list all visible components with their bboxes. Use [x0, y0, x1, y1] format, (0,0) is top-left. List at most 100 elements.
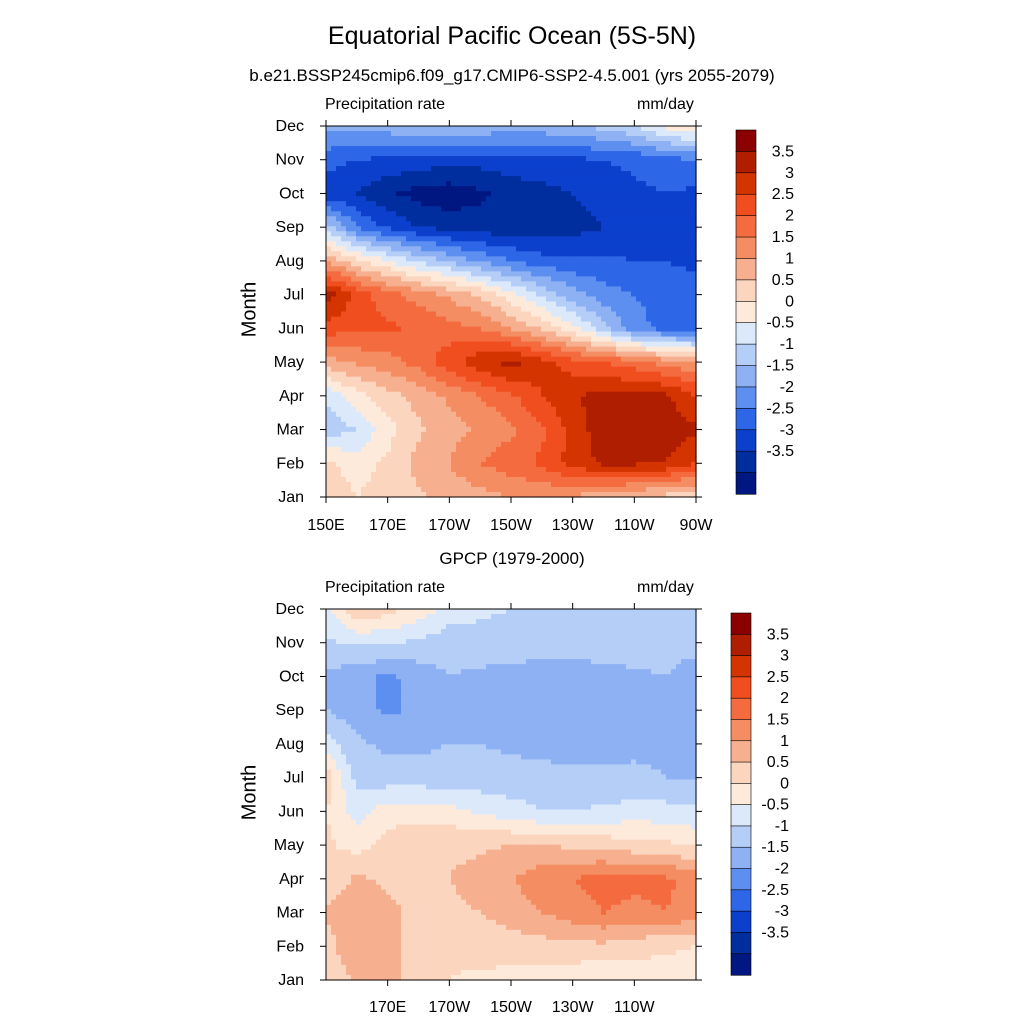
top-field-cell — [691, 326, 697, 333]
top-field-cell — [376, 161, 382, 167]
top-field-cell — [636, 191, 642, 197]
top-field-cell — [621, 226, 627, 232]
top-field-cell — [336, 156, 342, 162]
top-field-cell — [691, 176, 697, 182]
top-field-cell — [651, 251, 657, 257]
top-field-cell — [326, 181, 332, 187]
top-field-cell — [501, 151, 507, 157]
top-field-cell — [641, 246, 647, 252]
top-field-cell — [366, 141, 372, 147]
top-field-cell — [461, 381, 467, 388]
top-field-cell — [671, 161, 677, 167]
top-field-cell — [356, 171, 362, 177]
top-units-label: mm/day — [637, 96, 694, 113]
top-field-cell — [436, 446, 442, 453]
top-field-cell — [381, 291, 387, 298]
top-field-cell — [341, 261, 347, 267]
top-field-cell — [686, 351, 692, 358]
top-field-cell — [506, 321, 512, 328]
top-field-cell — [636, 206, 642, 212]
top-field-cell — [681, 241, 687, 247]
top-field-cell — [446, 451, 452, 458]
top-field-cell — [531, 431, 537, 438]
top-field-cell — [596, 381, 602, 388]
top-field-cell — [671, 136, 677, 142]
top-field-cell — [651, 391, 657, 398]
top-field-cell — [491, 361, 497, 368]
top-field-cell — [406, 166, 412, 172]
top-field-cell — [626, 261, 632, 267]
top-field-cell — [356, 316, 362, 323]
top-field-cell — [501, 286, 507, 293]
top-field-cell — [601, 146, 607, 152]
top-field-cell — [336, 386, 342, 393]
top-field-cell — [386, 321, 392, 328]
top-field-cell — [431, 446, 437, 453]
top-field-cell — [466, 351, 472, 358]
top-field-cell — [441, 136, 447, 142]
top-field-cell — [431, 236, 437, 242]
top-field-cell — [331, 236, 337, 242]
top-field-cell — [591, 271, 597, 277]
top-field-cell — [531, 406, 537, 413]
top-field-cell — [486, 311, 492, 318]
top-field-cell — [471, 196, 477, 202]
top-field-cell — [571, 246, 577, 252]
top-field-cell — [576, 391, 582, 398]
top-field-cell — [611, 251, 617, 257]
top-field-cell — [551, 231, 557, 237]
top-field-cell — [336, 326, 342, 333]
top-field-cell — [431, 461, 437, 468]
top-field-cell — [646, 131, 652, 137]
top-field-cell — [371, 196, 377, 202]
top-field-cell — [516, 166, 522, 172]
top-field-cell — [606, 236, 612, 242]
top-field-cell — [486, 401, 492, 408]
top-field-cell — [461, 441, 467, 448]
top-field-cell — [541, 356, 547, 363]
top-field-cell — [631, 181, 637, 187]
top-field-cell — [556, 356, 562, 363]
top-field-cell — [666, 361, 672, 368]
top-field-cell — [606, 351, 612, 358]
top-field-cell — [636, 126, 642, 132]
top-field-cell — [411, 171, 417, 177]
top-field-cell — [591, 216, 597, 222]
top-field-cell — [581, 341, 587, 348]
top-field-cell — [376, 141, 382, 147]
top-field-cell — [541, 261, 547, 267]
top-field-cell — [561, 196, 567, 202]
top-field-cell — [451, 271, 457, 277]
top-field-cell — [496, 131, 502, 137]
top-field-cell — [441, 211, 447, 217]
top-field-cell — [481, 431, 487, 438]
top-field-cell — [516, 151, 522, 157]
top-field-cell — [516, 421, 522, 428]
top-field-cell — [396, 411, 402, 418]
top-field-cell — [466, 231, 472, 237]
top-field-cell — [386, 406, 392, 413]
top-field-cell — [481, 181, 487, 187]
top-field-cell — [466, 331, 472, 338]
top-field-cell — [571, 241, 577, 247]
top-field-cell — [686, 371, 692, 378]
top-field-cell — [416, 331, 422, 338]
top-field-cell — [396, 436, 402, 443]
top-field-cell — [606, 231, 612, 237]
top-field-cell — [671, 271, 677, 277]
top-field-cell — [571, 446, 577, 453]
top-field-cell — [346, 356, 352, 363]
top-field-cell — [656, 356, 662, 363]
top-field-cell — [466, 151, 472, 157]
top-field-cell — [486, 206, 492, 212]
top-field-cell — [551, 396, 557, 403]
top-field-cell — [401, 186, 407, 192]
top-field-cell — [451, 396, 457, 403]
top-field-cell — [371, 391, 377, 398]
top-field-cell — [331, 411, 337, 418]
top-field-cell — [331, 201, 337, 207]
top-field-cell — [676, 351, 682, 358]
top-field-cell — [546, 126, 552, 132]
top-field-cell — [406, 176, 412, 182]
top-field-cell — [636, 136, 642, 142]
